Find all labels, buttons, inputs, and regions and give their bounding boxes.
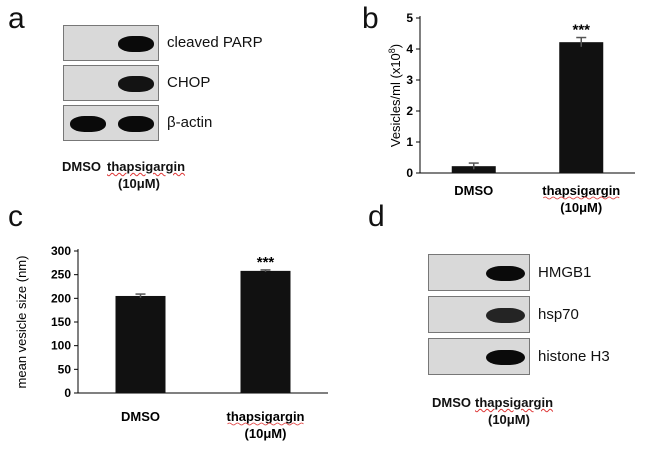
blot-label: HMGB1 — [538, 263, 592, 281]
y-tick-label: 2 — [406, 104, 413, 118]
blot-band — [118, 116, 154, 132]
blot-label: β-actin — [167, 114, 213, 131]
y-tick-label: 100 — [51, 339, 71, 353]
panel-b-letter: b — [362, 2, 379, 35]
y-axis-label: Vesicles/ml (x108) — [387, 44, 403, 147]
blot-label: CHOP — [167, 74, 211, 91]
significance-label: *** — [257, 254, 275, 271]
lane-label: thapsigargin — [107, 159, 186, 174]
lane-label: DMSO — [432, 395, 471, 410]
spellcheck-underline — [227, 422, 304, 426]
y-tick-label: 3 — [406, 73, 413, 87]
blot-chop — [63, 65, 159, 101]
y-tick-label: 150 — [51, 315, 71, 329]
bar-dmso — [451, 166, 496, 173]
blot-band — [486, 307, 525, 324]
blot-hsp70 — [428, 296, 530, 333]
panel-a-letter: a — [8, 2, 25, 35]
y-tick-label: 0 — [64, 386, 71, 400]
blot-label: histone H3 — [538, 347, 610, 365]
blot-band — [70, 116, 106, 132]
y-tick-label: 200 — [51, 291, 71, 305]
blot-band — [486, 349, 525, 366]
blot-label: cleaved PARP — [167, 34, 263, 51]
y-tick-label: 4 — [406, 42, 413, 56]
blot-band — [486, 265, 525, 282]
y-tick-label: 5 — [406, 11, 413, 25]
y-tick-label: 300 — [51, 244, 71, 258]
bar-thapsigargin — [559, 42, 604, 174]
blot-band — [118, 36, 154, 52]
blot--actin — [63, 105, 159, 141]
x-category-label: thapsigargin — [226, 409, 304, 424]
blot-label: hsp70 — [538, 305, 579, 323]
significance-label: *** — [572, 22, 590, 39]
panel-c-bar-chart: 0 50 100 150 200 250 300 mean vesicle size (nm)… — [14, 244, 328, 441]
blot-band — [118, 76, 154, 92]
x-category-sublabel: (10μM) — [560, 200, 602, 215]
bar-thapsigargin — [240, 270, 291, 393]
spellcheck-underline — [542, 196, 620, 200]
panel-b-bar-chart: 0 1 2 3 4 5 Vesicles/ml (x108) DMSO *** thapsigar… — [387, 11, 635, 215]
bar-dmso — [115, 295, 166, 393]
lane-label: DMSO — [62, 159, 101, 174]
blot-cleaved-parp — [63, 25, 159, 61]
y-tick-label: 250 — [51, 268, 71, 282]
y-tick-label: 1 — [406, 135, 413, 149]
lane-label: thapsigargin — [475, 395, 554, 410]
x-category-label: DMSO — [121, 409, 160, 424]
y-tick-label: 50 — [58, 362, 72, 376]
y-tick-label: 0 — [406, 166, 413, 180]
x-category-sublabel: (10μM) — [245, 426, 287, 441]
x-category-label: DMSO — [454, 183, 493, 198]
lane-concentration-label: (10μM) — [488, 412, 530, 427]
panel-c-letter: c — [8, 200, 23, 233]
blot-histone-h3 — [428, 338, 530, 375]
lane-concentration-label: (10μM) — [118, 176, 160, 191]
y-axis-label: mean vesicle size (nm) — [14, 256, 29, 389]
panel-d-letter: d — [368, 200, 385, 233]
blot-hmgb1 — [428, 254, 530, 291]
x-category-label: thapsigargin — [542, 183, 620, 198]
